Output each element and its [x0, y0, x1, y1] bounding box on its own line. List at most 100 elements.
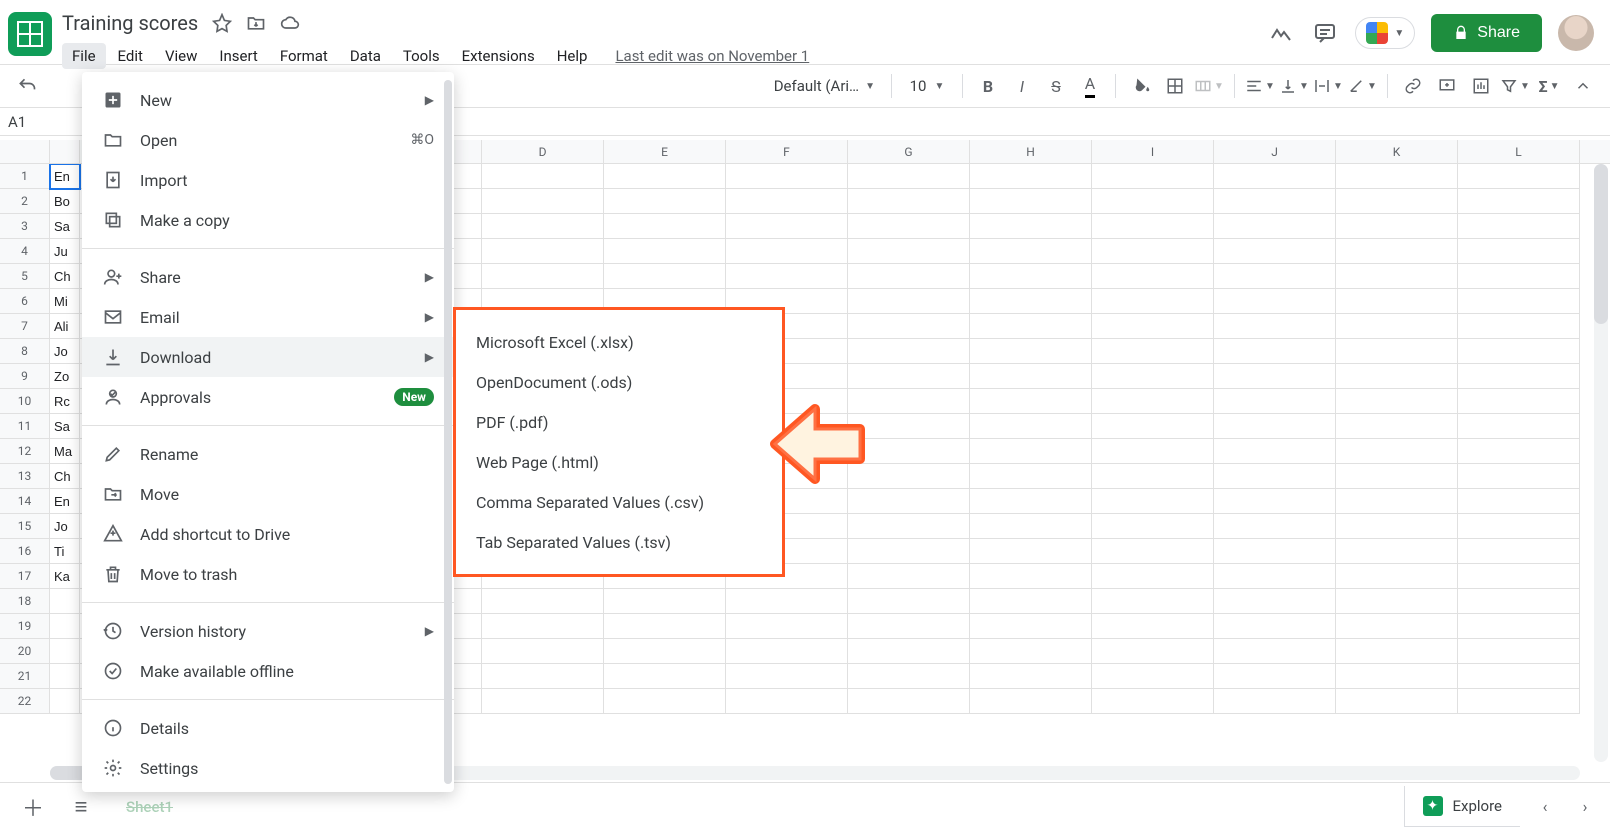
- cell[interactable]: [1458, 639, 1580, 664]
- cell[interactable]: [1092, 364, 1214, 389]
- row-header[interactable]: 21: [0, 664, 50, 689]
- cell[interactable]: [1336, 464, 1458, 489]
- cell[interactable]: [604, 614, 726, 639]
- cell[interactable]: Zo: [50, 364, 80, 389]
- cell[interactable]: [482, 689, 604, 714]
- file-menu-settings[interactable]: Settings: [82, 748, 454, 788]
- cell[interactable]: [1336, 564, 1458, 589]
- cell[interactable]: [1214, 489, 1336, 514]
- cell[interactable]: [970, 339, 1092, 364]
- cell[interactable]: [1458, 489, 1580, 514]
- cell[interactable]: [50, 639, 80, 664]
- cell[interactable]: [970, 364, 1092, 389]
- cell[interactable]: Ali: [50, 314, 80, 339]
- cell[interactable]: Ka: [50, 564, 80, 589]
- menu-extensions[interactable]: Extensions: [452, 43, 545, 69]
- download-option[interactable]: Microsoft Excel (.xlsx): [454, 322, 784, 362]
- cell[interactable]: [848, 189, 970, 214]
- valign-button[interactable]: ▼: [1279, 71, 1309, 101]
- cell[interactable]: [604, 589, 726, 614]
- comment-button[interactable]: [1432, 71, 1462, 101]
- menu-file[interactable]: File: [62, 43, 106, 69]
- cell[interactable]: [1092, 239, 1214, 264]
- menu-view[interactable]: View: [155, 43, 207, 69]
- cell[interactable]: [604, 639, 726, 664]
- menu-edit[interactable]: Edit: [108, 43, 153, 69]
- cell[interactable]: [482, 664, 604, 689]
- file-menu-make-available-offline[interactable]: Make available offline: [82, 651, 454, 691]
- cell[interactable]: [1214, 189, 1336, 214]
- cell[interactable]: [1336, 289, 1458, 314]
- cell[interactable]: [726, 214, 848, 239]
- download-option[interactable]: Tab Separated Values (.tsv): [454, 522, 784, 562]
- cell[interactable]: [970, 264, 1092, 289]
- cell[interactable]: [1214, 239, 1336, 264]
- cell[interactable]: [970, 514, 1092, 539]
- cell[interactable]: [848, 264, 970, 289]
- row-header[interactable]: 6: [0, 289, 50, 314]
- namebox[interactable]: A1: [8, 113, 56, 131]
- cell[interactable]: Jo: [50, 339, 80, 364]
- cell[interactable]: [970, 289, 1092, 314]
- cell[interactable]: [1214, 164, 1336, 189]
- cell[interactable]: [970, 689, 1092, 714]
- cell[interactable]: [1336, 414, 1458, 439]
- cell[interactable]: [1336, 489, 1458, 514]
- file-menu-move[interactable]: Move: [82, 474, 454, 514]
- star-icon[interactable]: [212, 13, 232, 33]
- cell[interactable]: [604, 214, 726, 239]
- cell[interactable]: Sa: [50, 414, 80, 439]
- file-menu-new[interactable]: New▶: [82, 80, 454, 120]
- cell[interactable]: Ju: [50, 239, 80, 264]
- vscroll[interactable]: [1594, 164, 1608, 762]
- cell[interactable]: [970, 214, 1092, 239]
- all-sheets-button[interactable]: ≡: [64, 790, 98, 824]
- cell[interactable]: [50, 589, 80, 614]
- bold-button[interactable]: B: [973, 71, 1003, 101]
- col-header[interactable]: I: [1092, 140, 1214, 163]
- row-header[interactable]: 22: [0, 689, 50, 714]
- cell[interactable]: [1458, 289, 1580, 314]
- row-header[interactable]: 5: [0, 264, 50, 289]
- cell[interactable]: [1214, 514, 1336, 539]
- menu-format[interactable]: Format: [270, 43, 338, 69]
- cell[interactable]: [1336, 314, 1458, 339]
- cell[interactable]: [1458, 664, 1580, 689]
- cell[interactable]: [1458, 514, 1580, 539]
- cell[interactable]: [848, 539, 970, 564]
- strike-button[interactable]: S: [1041, 71, 1071, 101]
- cell[interactable]: [1092, 489, 1214, 514]
- cell[interactable]: [604, 239, 726, 264]
- activity-icon[interactable]: [1267, 19, 1295, 47]
- cell[interactable]: [1336, 189, 1458, 214]
- chevron-right-icon[interactable]: ›: [1570, 792, 1600, 822]
- cell[interactable]: [848, 239, 970, 264]
- cell[interactable]: [848, 639, 970, 664]
- row-header[interactable]: 12: [0, 439, 50, 464]
- borders-button[interactable]: [1160, 71, 1190, 101]
- cell[interactable]: [1092, 514, 1214, 539]
- cell[interactable]: [482, 189, 604, 214]
- cell[interactable]: [1214, 589, 1336, 614]
- cell[interactable]: [970, 439, 1092, 464]
- file-menu-approvals[interactable]: ApprovalsNew: [82, 377, 454, 417]
- cell[interactable]: [1092, 164, 1214, 189]
- row-header[interactable]: 17: [0, 564, 50, 589]
- merge-button[interactable]: ▼: [1194, 71, 1224, 101]
- menu-tools[interactable]: Tools: [393, 43, 450, 69]
- cell[interactable]: [1214, 614, 1336, 639]
- cell[interactable]: Ma: [50, 439, 80, 464]
- file-menu-share[interactable]: Share▶: [82, 257, 454, 297]
- row-header[interactable]: 10: [0, 389, 50, 414]
- cell[interactable]: [1092, 589, 1214, 614]
- cell[interactable]: [848, 364, 970, 389]
- cell[interactable]: [1214, 339, 1336, 364]
- cell[interactable]: En: [50, 489, 80, 514]
- cell[interactable]: [50, 689, 80, 714]
- col-header[interactable]: L: [1458, 140, 1580, 163]
- file-menu-move-to-trash[interactable]: Move to trash: [82, 554, 454, 594]
- cell[interactable]: [1214, 364, 1336, 389]
- cell[interactable]: [1458, 689, 1580, 714]
- cell[interactable]: [1092, 614, 1214, 639]
- rotate-button[interactable]: ▼: [1347, 71, 1377, 101]
